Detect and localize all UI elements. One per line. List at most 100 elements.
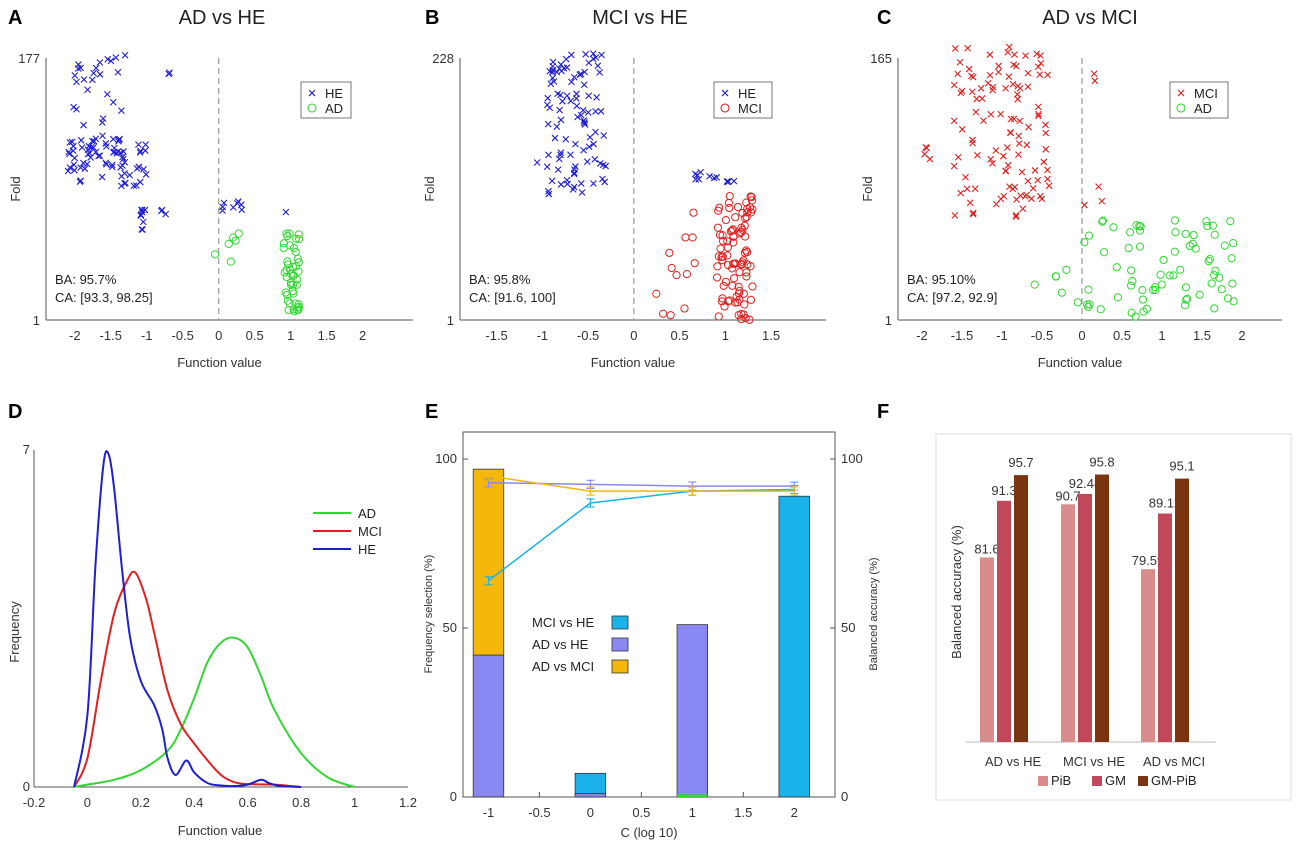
- point-mci: [986, 51, 994, 59]
- point-mci: [726, 227, 735, 236]
- panel-letter-d: D: [8, 401, 22, 423]
- point-he: [118, 107, 125, 115]
- legend-label-he: HE: [738, 86, 756, 101]
- legend-swatch-gm-pib: [1138, 776, 1148, 786]
- point-mci: [984, 79, 992, 87]
- point-he: [115, 137, 122, 145]
- point-mci: [746, 295, 756, 304]
- point-mci: [737, 223, 746, 232]
- point-he: [555, 65, 563, 73]
- point-he: [74, 65, 82, 72]
- point-mci: [725, 192, 734, 201]
- point-ad: [1223, 294, 1233, 303]
- point-ad: [1182, 295, 1191, 304]
- point-he: [103, 90, 111, 98]
- point-he: [590, 140, 597, 148]
- point-he: [70, 161, 78, 169]
- point-he: [591, 155, 599, 163]
- point-mci: [966, 199, 974, 207]
- point-mci: [738, 208, 747, 218]
- point-mci: [1081, 201, 1088, 209]
- point-mci: [743, 260, 752, 269]
- y-tick-label: 177: [18, 51, 40, 66]
- point-he: [596, 69, 604, 76]
- legend-label-mci: MCI: [1194, 86, 1218, 101]
- data-label-gm: 92.48: [1069, 476, 1102, 491]
- point-he: [582, 50, 590, 58]
- point-he: [78, 144, 86, 151]
- point-mci: [1009, 80, 1017, 88]
- point-ad: [210, 250, 220, 259]
- x-axis-label: Function value: [1038, 355, 1123, 370]
- point-mci: [689, 208, 698, 217]
- point-he: [119, 155, 127, 163]
- point-ad: [1210, 230, 1219, 239]
- x-tick-label: -1.5: [485, 328, 507, 343]
- data-label-gm-pib: 95.8: [1089, 455, 1114, 470]
- bar-pib: [980, 557, 994, 742]
- bar-pib: [1061, 504, 1075, 742]
- point-he: [162, 210, 170, 218]
- legend-swatch-pib: [1038, 776, 1048, 786]
- point-he: [138, 206, 146, 214]
- x-axis-label: Function value: [177, 355, 262, 370]
- point-he: [92, 64, 100, 72]
- point-mci: [672, 271, 681, 280]
- point-ad: [1208, 221, 1217, 230]
- point-ad: [1183, 294, 1192, 303]
- point-he: [547, 80, 555, 88]
- point-ad: [1135, 226, 1145, 235]
- point-mci: [954, 153, 962, 161]
- point-mci: [969, 73, 977, 81]
- x-tick-label: 1.5: [318, 328, 336, 343]
- legend-marker-he: [721, 89, 729, 97]
- point-ad: [1217, 285, 1226, 294]
- point-he: [64, 167, 72, 175]
- x-tick-label: 1: [351, 795, 358, 810]
- point-mci: [1095, 183, 1102, 190]
- x-axis-label: C (log 10): [620, 825, 677, 840]
- point-mci: [734, 282, 743, 291]
- point-mci: [1023, 141, 1031, 149]
- x-tick-label: -0.5: [528, 805, 550, 820]
- point-ad: [1051, 272, 1061, 281]
- point-mci: [734, 289, 743, 298]
- y-axis-label: Fold: [422, 176, 437, 201]
- point-mci: [926, 155, 934, 163]
- point-mci: [725, 203, 734, 213]
- point-he: [108, 161, 116, 169]
- bar-mci-vs-he: [778, 495, 810, 798]
- point-mci: [717, 297, 727, 306]
- y-tick-label-left: 0: [450, 789, 457, 804]
- accuracy-line-mci-vs-he: [488, 488, 795, 582]
- point-mci: [954, 70, 962, 78]
- point-ad: [1127, 308, 1136, 317]
- point-he: [114, 68, 122, 76]
- point-mci: [969, 210, 977, 218]
- point-ad: [1151, 282, 1160, 292]
- point-he: [92, 148, 100, 156]
- point-mci: [1011, 51, 1018, 58]
- point-mci: [995, 62, 1003, 70]
- point-ad: [1165, 271, 1174, 280]
- point-ad: [1084, 302, 1093, 312]
- x-tick-label: 0: [587, 805, 594, 820]
- legend-label-he: HE: [358, 542, 376, 557]
- balanced-accuracy-text: BA: 95.10%: [907, 272, 976, 287]
- y-tick-label: 1: [447, 313, 454, 328]
- x-tick-label: 0: [630, 328, 637, 343]
- point-mci: [712, 273, 722, 282]
- point-ad: [1181, 229, 1190, 238]
- point-he: [583, 158, 591, 165]
- point-mci: [1014, 82, 1022, 90]
- point-ad: [1084, 231, 1094, 240]
- point-mci: [1024, 177, 1032, 185]
- point-he: [545, 187, 552, 195]
- point-ad: [1220, 241, 1229, 250]
- point-ad: [1195, 290, 1204, 299]
- point-ad: [1099, 248, 1109, 257]
- point-mci: [1010, 115, 1018, 123]
- y-tick-label-left: 50: [443, 620, 457, 635]
- point-he: [562, 135, 570, 143]
- point-he: [581, 118, 588, 126]
